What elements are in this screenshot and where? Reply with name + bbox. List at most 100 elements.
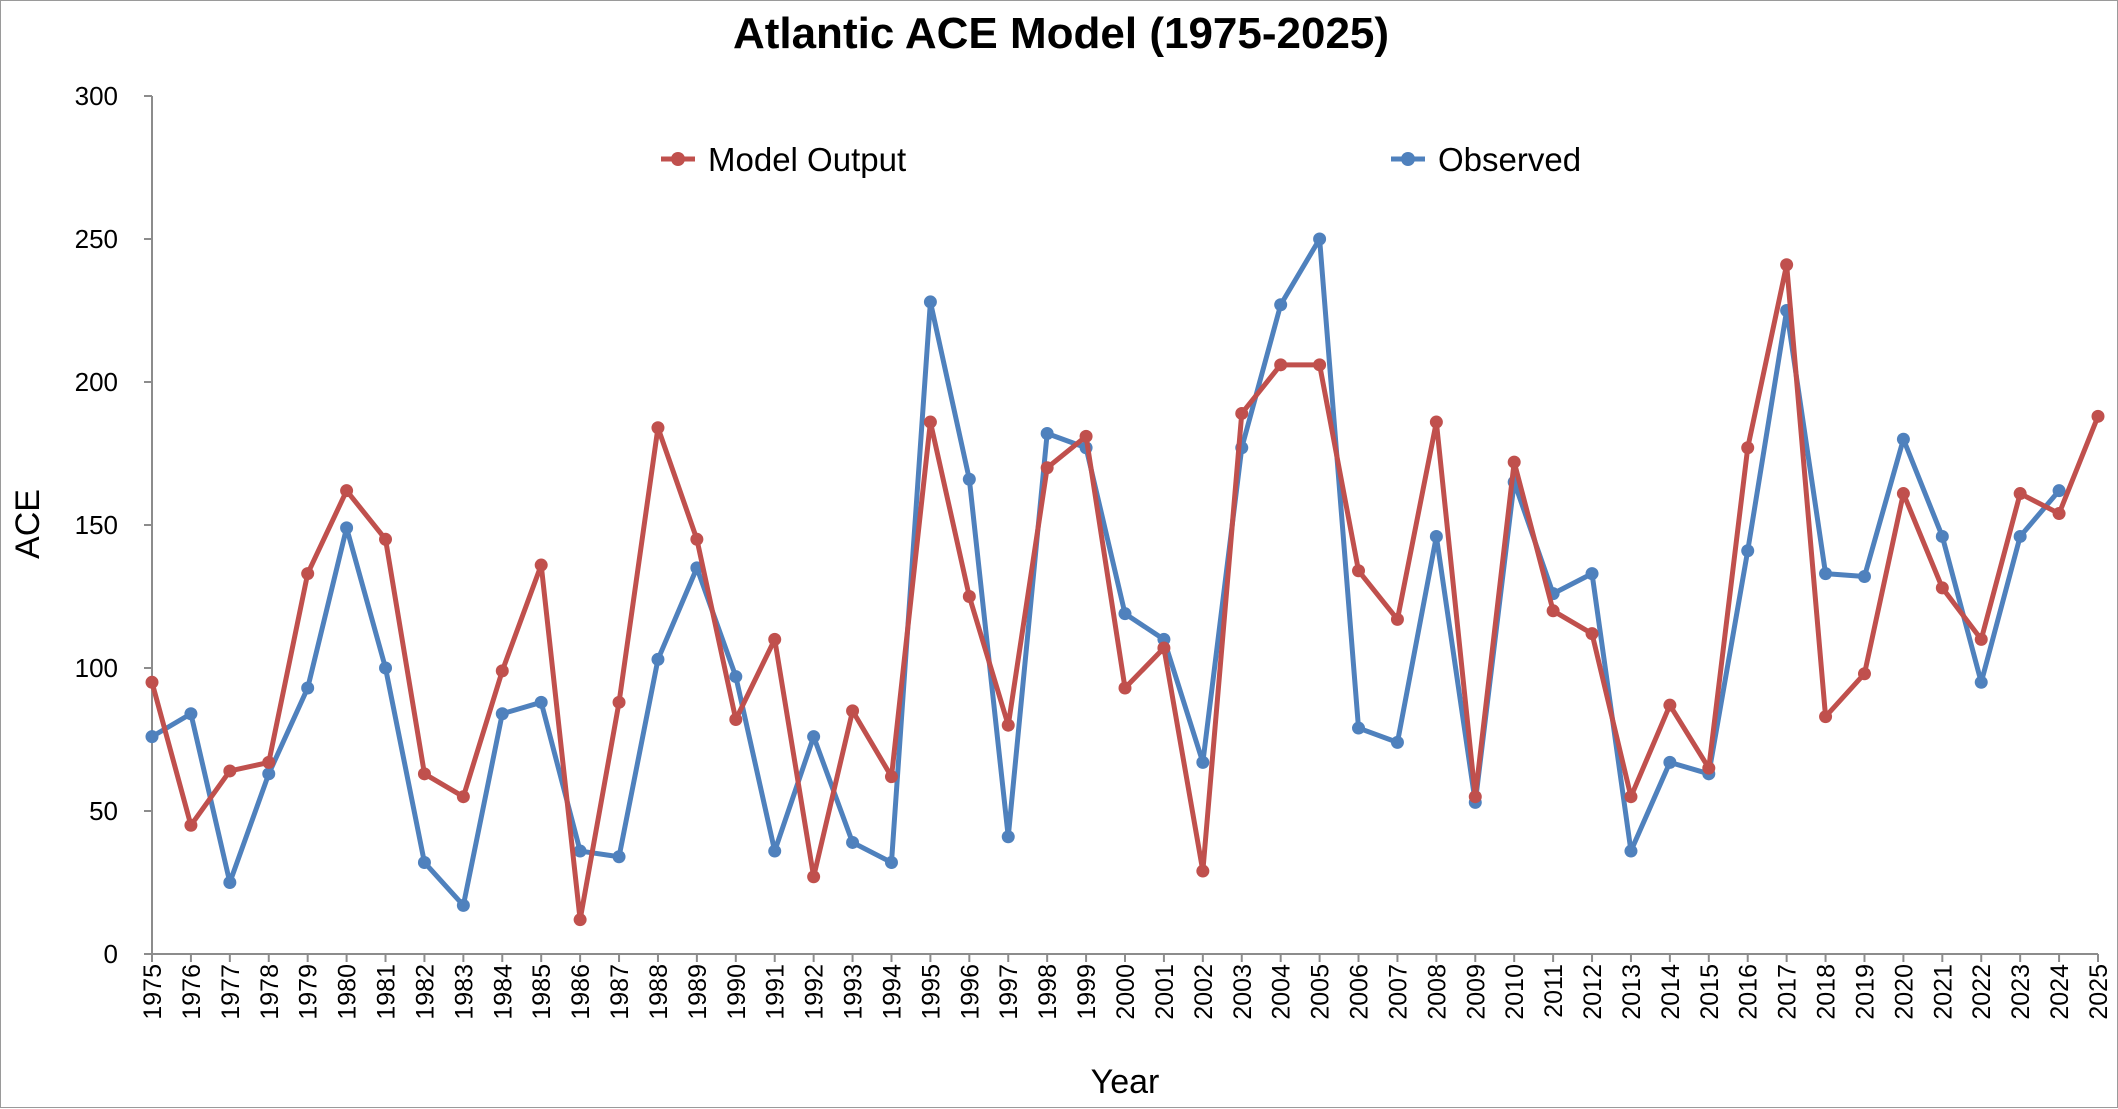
data-point-model-output: [145, 675, 159, 689]
data-point-model-output: [1857, 667, 1871, 681]
data-point-model-output: [1235, 406, 1249, 420]
legend-marker-observed: [1401, 152, 1415, 166]
y-tick-label: 100: [75, 653, 118, 683]
x-tick-label: 2015: [1696, 964, 1724, 1020]
data-point-model-output: [1118, 681, 1132, 695]
data-point-observed: [962, 472, 976, 486]
data-point-observed: [1040, 426, 1054, 440]
data-point-model-output: [846, 704, 860, 718]
data-point-model-output: [184, 818, 198, 832]
data-point-observed: [456, 898, 470, 912]
data-point-observed: [1896, 432, 1910, 446]
x-tick-label: 1980: [334, 964, 362, 1020]
series-model-output: [145, 258, 2105, 927]
axes: 0 50 100 150 200 250 300 1975 1976 1977 1978 1979 19…: [75, 81, 2113, 1020]
legend-marker-model-output: [671, 152, 685, 166]
x-tick-label: 1999: [1073, 964, 1101, 1020]
data-point-model-output: [1702, 761, 1716, 775]
x-tick-label: 2019: [1851, 964, 1879, 1020]
data-point-model-output: [223, 764, 237, 778]
series-line-observed: [150, 236, 2061, 908]
x-tick-label: 1996: [956, 964, 984, 1020]
x-tick-label: 1977: [217, 964, 245, 1020]
x-tick-label: 2001: [1151, 964, 1179, 1020]
data-point-model-output: [651, 421, 665, 435]
data-point-model-output: [495, 664, 509, 678]
legend-item-model-output: Model Output: [661, 141, 906, 178]
data-point-model-output: [1974, 632, 1988, 646]
data-point-observed: [223, 876, 237, 889]
data-point-observed: [1390, 735, 1404, 749]
data-point-model-output: [301, 567, 315, 581]
data-point-observed: [301, 681, 315, 695]
data-point-model-output: [1741, 441, 1755, 455]
data-point-observed: [1429, 529, 1443, 543]
x-tick-label: 1989: [684, 964, 712, 1020]
data-point-model-output: [1780, 258, 1794, 272]
data-point-observed: [1663, 755, 1677, 769]
x-tick-label: 2014: [1657, 964, 1685, 1020]
data-point-model-output: [1896, 487, 1910, 501]
legend-item-observed: Observed: [1391, 141, 1581, 178]
data-point-observed: [145, 730, 159, 744]
data-point-model-output: [379, 532, 393, 546]
x-tick-label: 1984: [489, 964, 517, 1020]
x-tick-label: 1997: [995, 964, 1023, 1020]
data-point-model-output: [1624, 790, 1638, 804]
data-point-model-output: [807, 870, 821, 884]
data-point-observed: [1935, 529, 1949, 543]
x-tick-label: 2005: [1307, 964, 1335, 1020]
data-point-observed: [1274, 298, 1288, 312]
x-tick-label: 2013: [1618, 964, 1646, 1020]
x-tick-label: 1995: [917, 964, 945, 1020]
data-point-model-output: [1546, 604, 1560, 618]
data-point-observed: [2052, 484, 2066, 498]
x-tick-label: 1982: [411, 964, 439, 1020]
data-point-model-output: [612, 695, 626, 709]
data-point-model-output: [1468, 790, 1482, 804]
x-tick-label: 2017: [1774, 964, 1802, 1020]
data-point-model-output: [573, 913, 587, 927]
data-point-model-output: [1663, 698, 1677, 712]
x-tick-label: 2002: [1190, 964, 1218, 1020]
y-tick-label: 0: [104, 939, 118, 969]
data-point-observed: [1313, 232, 1327, 246]
data-point-model-output: [262, 755, 276, 769]
y-tick-label: 150: [75, 510, 118, 540]
data-point-observed: [1857, 569, 1871, 583]
data-point-observed: [651, 652, 665, 666]
x-tick-label: 2025: [2085, 964, 2113, 1020]
x-axis-label: Year: [1091, 1063, 1160, 1101]
legend: Model Output Observed: [661, 141, 1581, 178]
data-point-observed: [262, 767, 276, 781]
data-point-observed: [495, 707, 509, 721]
data-point-model-output: [884, 770, 898, 784]
x-tick-label: 1986: [567, 964, 595, 1020]
data-point-model-output: [340, 484, 354, 498]
chart-title: Atlantic ACE Model (1975-2025): [733, 9, 1389, 58]
data-point-observed: [1741, 544, 1755, 558]
x-tick-label: 1992: [801, 964, 829, 1020]
legend-label-model-output: Model Output: [708, 141, 906, 178]
data-point-model-output: [1313, 358, 1327, 372]
x-tick-label: 1991: [762, 964, 790, 1020]
data-point-observed: [1001, 830, 1015, 844]
data-point-model-output: [690, 532, 704, 546]
y-tick-label: 300: [75, 81, 118, 111]
data-point-observed: [1118, 607, 1132, 621]
data-point-observed: [807, 730, 821, 744]
data-point-model-output: [1001, 718, 1015, 732]
data-point-model-output: [1507, 455, 1521, 469]
data-point-model-output: [1935, 581, 1949, 595]
data-point-observed: [612, 850, 626, 864]
x-tick-label: 2024: [2046, 964, 2074, 1020]
data-point-model-output: [2013, 487, 2027, 501]
data-point-observed: [1352, 721, 1366, 735]
legend-label-observed: Observed: [1438, 141, 1581, 178]
data-point-model-output: [1429, 415, 1443, 429]
x-tick-label: 1994: [878, 964, 906, 1020]
data-point-observed: [768, 844, 782, 858]
x-tick-label: 2020: [1890, 964, 1918, 1020]
